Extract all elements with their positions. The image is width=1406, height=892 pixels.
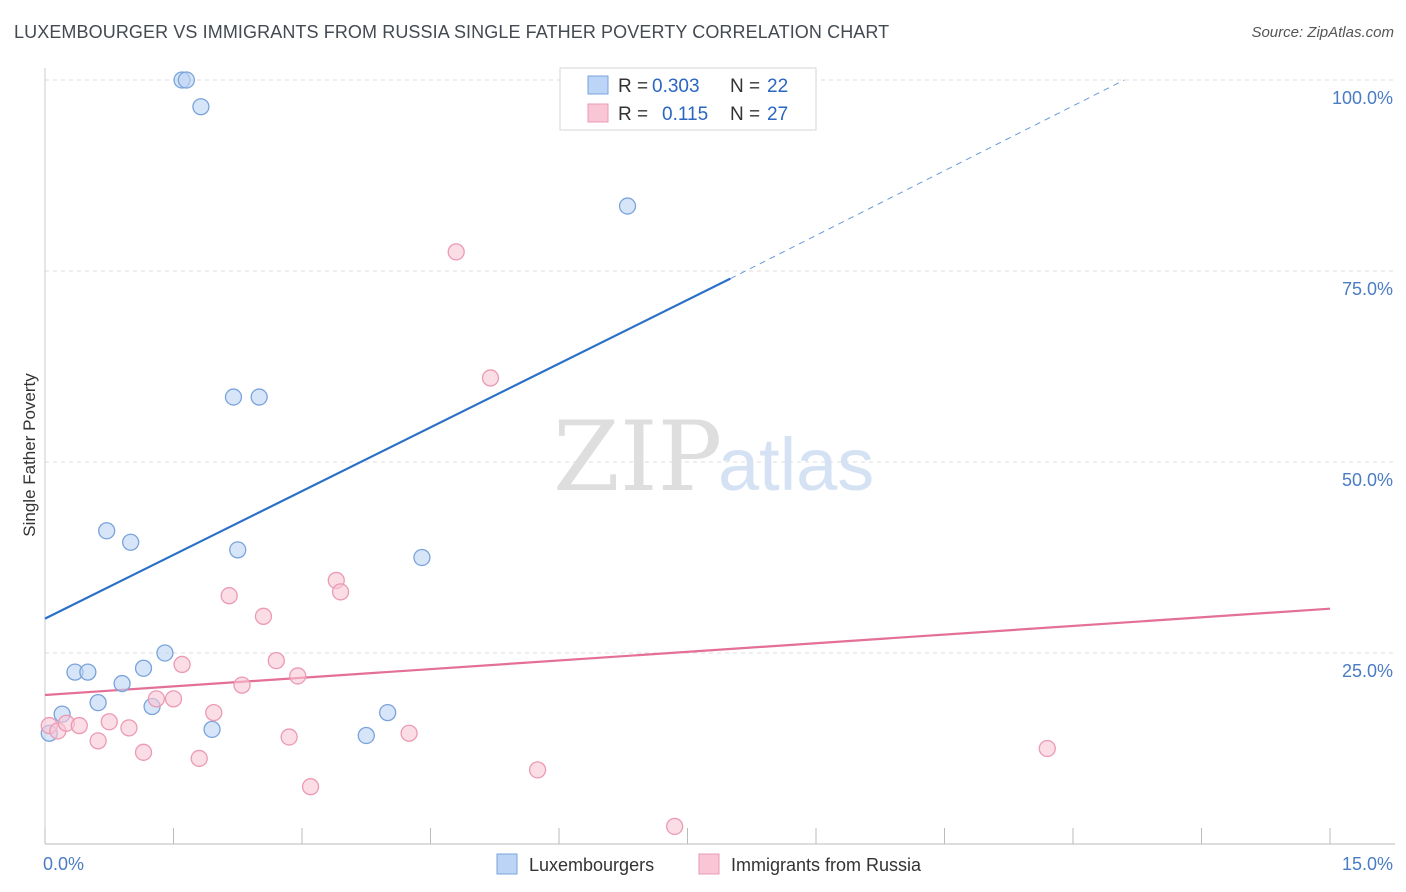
point-immigrants-russia	[481, 369, 500, 387]
bottom-legend-label-1: Luxembourgers	[529, 855, 654, 875]
bottom-legend: Luxembourgers Immigrants from Russia	[496, 853, 922, 875]
point-luxembourgers	[98, 522, 116, 540]
point-luxembourgers	[618, 197, 637, 215]
bottom-legend-label-2: Immigrants from Russia	[731, 855, 922, 875]
point-luxembourgers	[250, 388, 268, 406]
point-immigrants-russia	[205, 703, 223, 722]
point-luxembourgers	[379, 703, 397, 722]
point-immigrants-russia	[267, 651, 285, 670]
legend-r-label-1: R =	[618, 76, 648, 97]
point-luxembourgers	[79, 663, 97, 681]
axis-layer	[44, 68, 1395, 845]
y-tick-label: 25.0%	[1342, 661, 1393, 681]
point-immigrants-russia	[134, 743, 153, 761]
point-luxembourgers	[192, 98, 210, 116]
trend-layer	[44, 79, 1331, 697]
point-immigrants-russia	[233, 676, 251, 694]
point-immigrants-russia	[528, 761, 547, 779]
source-label: Source: ZipAtlas.com	[1251, 24, 1394, 41]
point-immigrants-russia	[147, 690, 166, 708]
point-immigrants-russia	[164, 690, 183, 708]
point-luxembourgers	[156, 644, 174, 662]
legend-n-value-1: 22	[767, 76, 788, 97]
legend-swatch-pink	[587, 103, 609, 123]
x-tick-label-min: 0.0%	[43, 854, 84, 874]
watermark-zip: ZIP	[553, 401, 722, 513]
point-immigrants-russia	[89, 732, 107, 750]
y-tick-label: 50.0%	[1342, 470, 1393, 490]
point-immigrants-russia	[70, 716, 88, 735]
point-immigrants-russia	[400, 724, 418, 742]
legend-swatch-blue	[587, 75, 609, 95]
point-immigrants-russia	[254, 607, 273, 625]
watermark: ZIP atlas	[553, 401, 874, 513]
point-luxembourgers	[203, 720, 221, 739]
legend-n-label-1: N =	[730, 76, 760, 97]
trendline-luxembourgers	[44, 277, 731, 620]
point-luxembourgers	[413, 548, 431, 567]
legend-r-value-1: 0.303	[652, 76, 700, 97]
point-luxembourgers	[113, 674, 131, 693]
legend-n-label-2: N =	[730, 104, 760, 125]
bottom-legend-swatch-pink	[698, 853, 720, 875]
trendline-immigrants-russia	[44, 607, 1331, 697]
y-tick-label: 75.0%	[1342, 279, 1393, 299]
y-tick-label: 100.0%	[1332, 88, 1393, 108]
chart-title: LUXEMBOURGER VS IMMIGRANTS FROM RUSSIA S…	[14, 22, 890, 42]
legend-n-value-2: 27	[767, 104, 788, 125]
point-immigrants-russia	[447, 243, 465, 261]
point-immigrants-russia	[280, 728, 298, 746]
point-immigrants-russia	[301, 778, 320, 796]
x-tick-label-max: 15.0%	[1342, 854, 1393, 874]
point-luxembourgers	[229, 541, 247, 559]
point-immigrants-russia	[120, 719, 138, 737]
legend-r-label-2: R =	[618, 104, 648, 125]
point-luxembourgers	[177, 71, 196, 89]
point-immigrants-russia	[220, 587, 238, 605]
point-immigrants-russia	[190, 749, 208, 768]
point-immigrants-russia	[100, 713, 118, 731]
point-luxembourgers	[122, 533, 140, 551]
point-luxembourgers	[224, 388, 243, 406]
trendline-luxembourgers-extension	[730, 79, 1125, 280]
point-immigrants-russia	[1038, 739, 1056, 758]
y-axis-label: Single Father Poverty	[20, 373, 39, 537]
point-immigrants-russia	[173, 655, 191, 674]
point-luxembourgers	[357, 726, 375, 745]
bottom-legend-swatch-blue	[496, 853, 518, 875]
point-immigrants-russia	[289, 667, 307, 685]
watermark-atlas: atlas	[718, 423, 874, 506]
point-layer	[40, 71, 1056, 836]
legend-r-value-2: 0.115	[662, 104, 708, 125]
tick-layer: 25.0% 50.0% 75.0% 100.0% 0.0% 15.0%	[43, 88, 1393, 874]
legend-box: R = 0.303 N = 22 R = 0.115 N = 27	[559, 67, 817, 131]
point-luxembourgers	[134, 659, 153, 677]
point-immigrants-russia	[666, 817, 684, 836]
point-immigrants-russia	[331, 583, 350, 601]
grid-layer	[45, 79, 1395, 654]
point-luxembourgers	[89, 694, 107, 712]
